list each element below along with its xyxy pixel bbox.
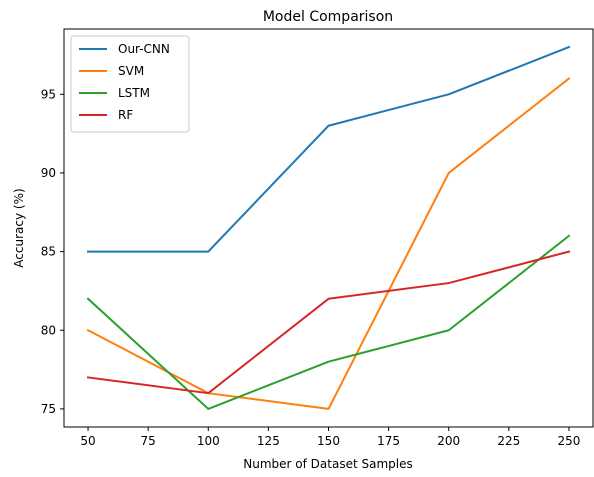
- legend-items: Our-CNN SVM LSTM RF: [79, 42, 170, 122]
- legend-label: LSTM: [118, 86, 150, 100]
- series-line-rf: [86, 250, 571, 395]
- y-tick-label: 75: [41, 402, 56, 416]
- legend-label: Our-CNN: [118, 42, 170, 56]
- y-tick-label: 80: [41, 323, 56, 337]
- y-tick-label: 90: [41, 166, 56, 180]
- chart-title: Model Comparison: [263, 9, 393, 25]
- series-line-lstm: [86, 234, 571, 410]
- x-tick-label: 250: [558, 434, 581, 448]
- y-axis-ticks: 75 80 85 90 95: [41, 87, 64, 416]
- y-tick-label: 95: [41, 87, 56, 101]
- x-tick-label: 175: [377, 434, 400, 448]
- x-axis-ticks: 50 75 100 125 150 175 200 225 250: [80, 427, 580, 448]
- legend: Our-CNN SVM LSTM RF: [70, 35, 190, 133]
- x-tick-label: 150: [317, 434, 340, 448]
- x-tick-label: 50: [80, 434, 95, 448]
- x-tick-label: 200: [437, 434, 460, 448]
- x-tick-label: 100: [197, 434, 220, 448]
- x-tick-label: 225: [497, 434, 520, 448]
- series-layer: [86, 45, 571, 410]
- y-axis-label: Accuracy (%): [12, 188, 26, 267]
- y-tick-label: 85: [41, 245, 56, 259]
- legend-label: RF: [118, 108, 133, 122]
- x-tick-label: 75: [141, 434, 156, 448]
- legend-label: SVM: [118, 64, 144, 78]
- series-line-our-cnn: [87, 45, 571, 253]
- x-tick-label: 125: [257, 434, 280, 448]
- legend-box: [70, 35, 190, 133]
- x-axis-label: Number of Dataset Samples: [243, 457, 412, 471]
